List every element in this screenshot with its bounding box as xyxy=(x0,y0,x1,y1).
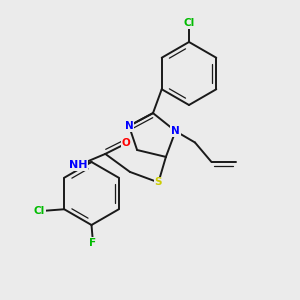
Text: NH: NH xyxy=(69,160,88,170)
Text: Cl: Cl xyxy=(34,206,45,216)
Text: Cl: Cl xyxy=(183,18,195,28)
Text: O: O xyxy=(122,138,131,148)
Text: N: N xyxy=(171,126,180,136)
Text: F: F xyxy=(89,238,97,248)
Text: S: S xyxy=(155,177,162,188)
Text: N: N xyxy=(124,121,134,131)
